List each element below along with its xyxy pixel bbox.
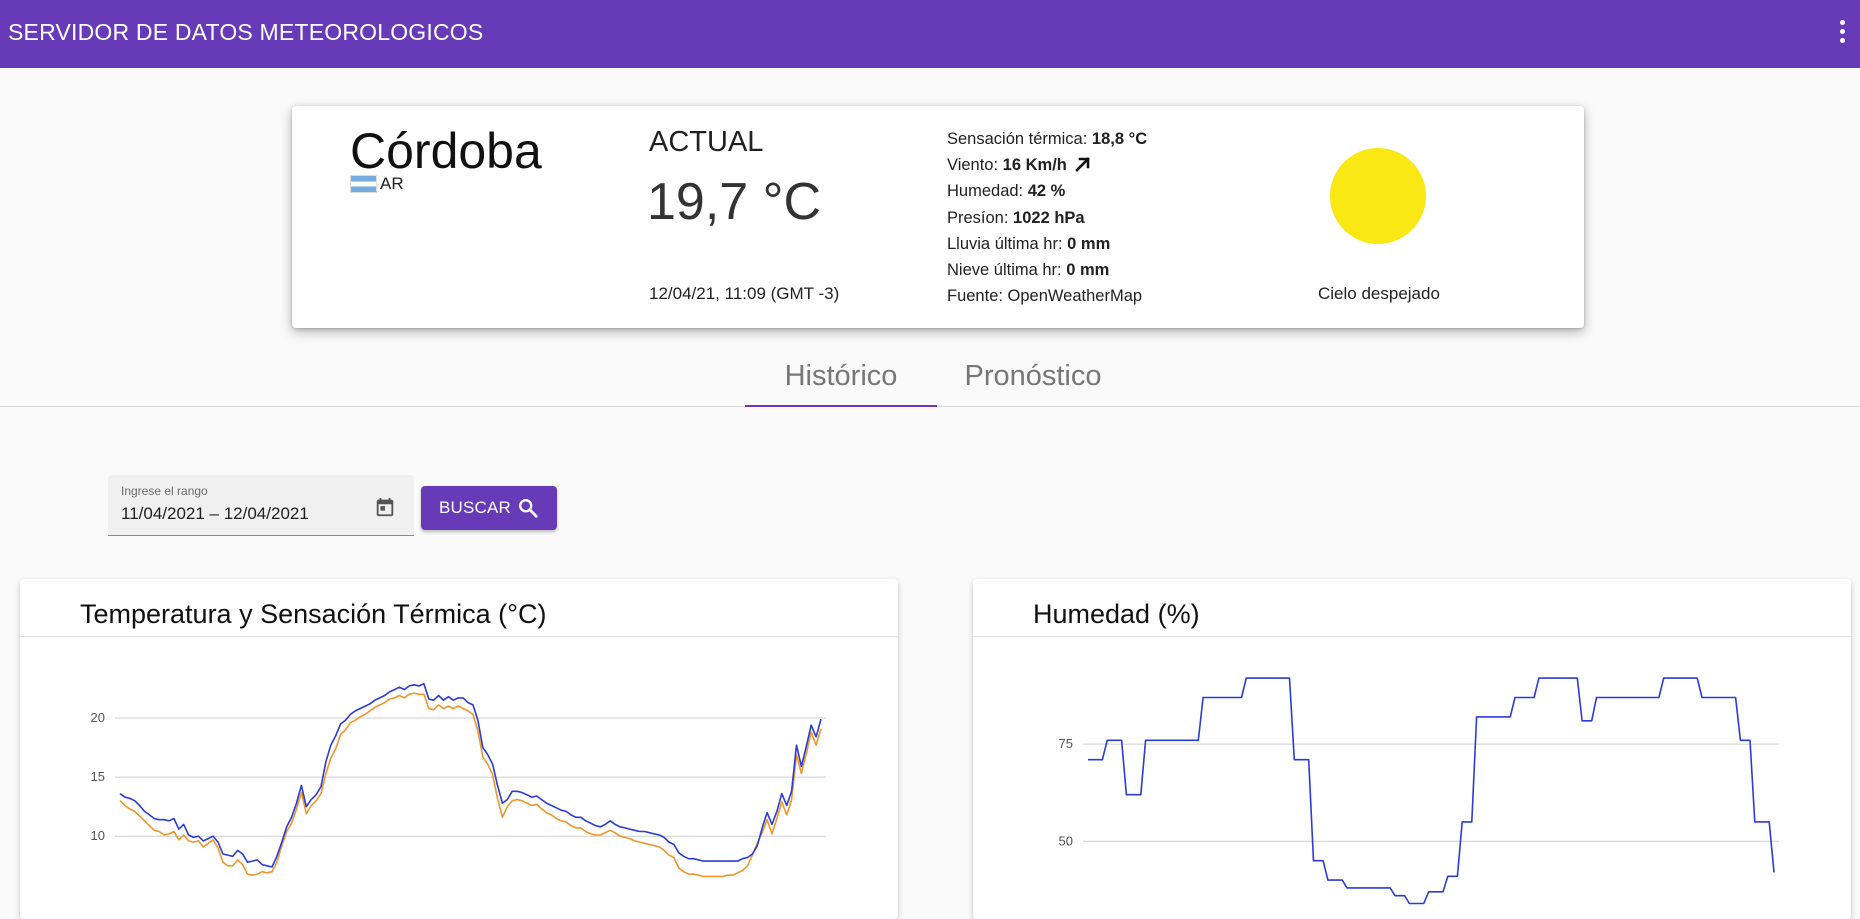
detail-value: 18,8 °C: [1091, 130, 1148, 148]
tab-label: Pronóstico: [964, 360, 1102, 392]
date-range-value[interactable]: 11/04/2021 – 12/04/2021: [121, 504, 309, 523]
temperature-chart: 10 15 20: [91, 682, 826, 878]
calendar-icon[interactable]: [374, 496, 396, 518]
view-tabs: Histórico Pronóstico: [0, 350, 1860, 407]
tab-historico[interactable]: Histórico: [745, 350, 937, 407]
search-icon: [519, 499, 538, 518]
detail-value: 42 %: [1027, 182, 1066, 201]
current-temperature: 19,7 °C: [647, 173, 822, 231]
wind-direction-arrow-icon: [1075, 157, 1091, 173]
humidity-chart: 50 75: [1059, 677, 1779, 905]
tab-pronostico[interactable]: Pronóstico: [937, 350, 1129, 406]
chart-title-divider: [973, 636, 1851, 637]
y-tick-label: 20: [91, 710, 105, 725]
more-vert-icon[interactable]: [1834, 18, 1850, 48]
series-line: [119, 682, 822, 868]
humidity-row: Humedad: 42 %: [947, 178, 1147, 204]
rain-row: Lluvia última hr: 0 mm: [947, 231, 1147, 257]
source-row: Fuente: OpenWeatherMap: [947, 287, 1143, 306]
snow-row: Nieve última hr: 0 mm: [947, 257, 1147, 283]
detail-label: Nieve última hr:: [947, 261, 1062, 280]
chart-title-divider: [20, 636, 898, 637]
pressure-row: Presíon: 1022 hPa: [947, 205, 1147, 231]
observation-timestamp: 12/04/21, 11:09 (GMT -3): [649, 284, 840, 303]
tab-label: Histórico: [784, 360, 898, 392]
weather-details: Sensación térmica: 18,8 °C Viento: 16 Km…: [947, 126, 1147, 309]
detail-label: Viento:: [947, 156, 999, 175]
search-button-label: BUSCAR: [438, 498, 512, 517]
detail-value: 0 mm: [1066, 261, 1110, 280]
wind-row: Viento: 16 Km/h: [947, 152, 1147, 178]
date-range-field[interactable]: Ingrese el rango 11/04/2021 – 12/04/2021: [108, 475, 414, 536]
series-line: [119, 692, 822, 878]
country: AR: [350, 174, 404, 194]
detail-label: Humedad:: [947, 182, 1024, 201]
detail-value: 1022 hPa: [1013, 208, 1085, 227]
app-toolbar: SERVIDOR DE DATOS METEOROLOGICOS: [0, 0, 1860, 68]
search-button[interactable]: BUSCAR: [421, 486, 557, 530]
temperature-chart-card: Temperatura y Sensación Térmica (°C) 10 1…: [20, 579, 898, 919]
chart-title: Temperatura y Sensación Térmica (°C): [80, 599, 547, 629]
sky-condition: Cielo despejado: [1318, 284, 1440, 303]
app-title: SERVIDOR DE DATOS METEOROLOGICOS: [8, 19, 484, 45]
chart-title: Humedad (%): [1033, 599, 1200, 629]
y-tick-label: 15: [91, 769, 105, 784]
date-range-label: Ingrese el rango: [121, 484, 208, 498]
country-code: AR: [380, 174, 404, 193]
active-tab-indicator: [745, 405, 937, 407]
y-tick-label: 50: [1059, 833, 1073, 848]
detail-value: 0 mm: [1067, 234, 1111, 253]
feels-like-row: Sensación térmica: 18,8 °C: [947, 126, 1147, 152]
detail-label: Sensación térmica:: [947, 130, 1088, 148]
series-line: [1088, 677, 1775, 905]
y-tick-label: 75: [1059, 736, 1073, 751]
city-name: Córdoba: [350, 123, 542, 179]
actual-label: ACTUAL: [649, 126, 764, 158]
clear-sky-sun-icon: [1330, 148, 1426, 244]
argentina-flag-icon: [350, 175, 377, 193]
detail-label: Lluvia última hr:: [947, 234, 1063, 253]
humidity-chart-card: Humedad (%) 50 75: [973, 579, 1851, 919]
detail-value: 16 Km/h: [1002, 156, 1067, 175]
current-weather-card: Córdoba AR ACTUAL 19,7 °C 12/04/21, 11:0…: [292, 106, 1584, 328]
detail-label: Presíon:: [947, 208, 1009, 227]
y-tick-label: 10: [91, 828, 105, 843]
